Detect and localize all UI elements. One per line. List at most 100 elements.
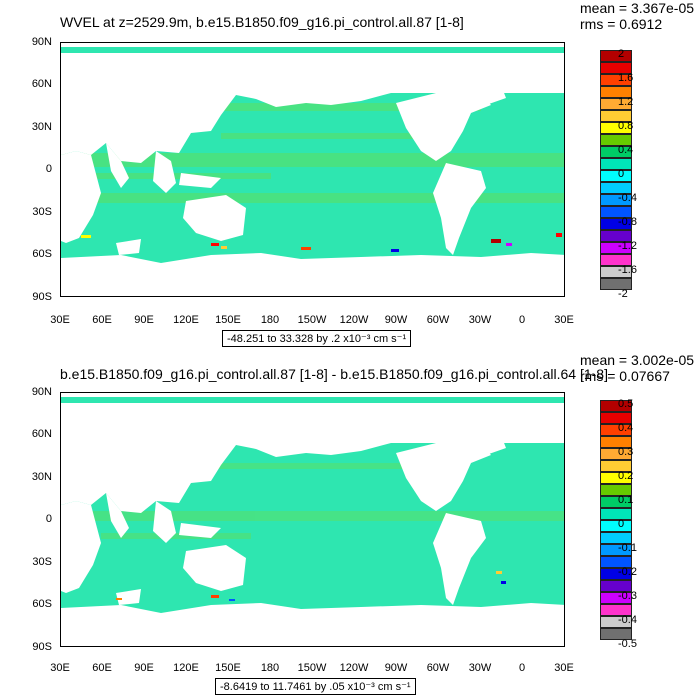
lon-label: 30E bbox=[554, 314, 574, 326]
lon-label: 60W bbox=[426, 662, 450, 674]
colorbar-swatch bbox=[600, 592, 632, 604]
panel-title: b.e15.B1850.f09_g16.pi_control.all.87 [1… bbox=[60, 366, 608, 382]
colorbar-label: -0.8 bbox=[618, 216, 637, 228]
colorbar-label: -0.1 bbox=[618, 542, 637, 554]
lat-label: 0 bbox=[45, 163, 52, 175]
colorbar-label: 0.4 bbox=[618, 422, 634, 434]
colorbar-label: 0.1 bbox=[618, 494, 634, 506]
colorbar-swatch bbox=[600, 98, 632, 110]
mean-text: mean = 3.002e-05 bbox=[580, 352, 695, 368]
lon-label: 0 bbox=[518, 662, 526, 674]
ocean-field bbox=[61, 393, 564, 646]
lon-label: 60E bbox=[92, 662, 112, 674]
lon-label: 90W bbox=[384, 662, 408, 674]
colorbar-label: -0.3 bbox=[618, 590, 637, 602]
lon-label: 30E bbox=[554, 662, 574, 674]
colorbar-swatch bbox=[600, 254, 632, 266]
colorbar-label: 0.4 bbox=[618, 144, 634, 156]
panel-title: WVEL at z=2529.9m, b.e15.B1850.f09_g16.p… bbox=[60, 14, 464, 30]
colorbar-swatch bbox=[600, 628, 632, 640]
colorbar-swatch bbox=[600, 424, 632, 436]
colorbar-swatch bbox=[600, 242, 632, 254]
lon-label: 150W bbox=[297, 314, 327, 326]
colorbar-label: -1.2 bbox=[618, 240, 637, 252]
lon-label: 150E bbox=[215, 662, 241, 674]
lon-label: 120W bbox=[339, 314, 369, 326]
colorbar-swatch bbox=[600, 170, 632, 182]
coastal-extremes bbox=[81, 233, 562, 252]
colorbar-swatch bbox=[600, 436, 632, 448]
colorbar-swatch bbox=[600, 50, 632, 62]
colorbar-swatch bbox=[600, 182, 632, 194]
colorbar-swatch bbox=[600, 544, 632, 556]
lon-label: 60W bbox=[426, 314, 450, 326]
colorbar-swatch bbox=[600, 194, 632, 206]
lat-label: 60N bbox=[31, 428, 52, 440]
lon-label: 120E bbox=[173, 662, 199, 674]
colorbar-swatch bbox=[600, 218, 632, 230]
colorbar-swatch bbox=[600, 74, 632, 86]
map-plot bbox=[60, 42, 565, 297]
lon-label: 90E bbox=[134, 314, 154, 326]
rms-text: rms = 0.07667 bbox=[580, 368, 670, 384]
colorbar-swatch bbox=[600, 62, 632, 74]
colorbar-label: -2 bbox=[618, 288, 628, 300]
colorbar bbox=[600, 50, 632, 290]
colorbar-swatch bbox=[600, 568, 632, 580]
panel-top: WVEL at z=2529.9m, b.e15.B1850.f09_g16.p… bbox=[31, 0, 695, 347]
lat-label: 0 bbox=[45, 513, 52, 525]
lon-label: 90W bbox=[384, 314, 408, 326]
lon-label: 90E bbox=[134, 662, 154, 674]
colorbar-swatch bbox=[600, 616, 632, 628]
colorbar-label: 2 bbox=[618, 48, 625, 60]
colorbar-label: 0 bbox=[618, 168, 625, 180]
field-texture bbox=[61, 463, 564, 539]
colorbar-label: 0 bbox=[618, 518, 625, 530]
lon-label: 30E bbox=[50, 314, 70, 326]
colorbar-swatch bbox=[600, 122, 632, 134]
colorbar-label: 0.5 bbox=[618, 398, 634, 410]
lat-label: 30N bbox=[31, 471, 52, 483]
colorbar-label: 0.2 bbox=[618, 470, 634, 482]
colorbar-swatch bbox=[600, 508, 632, 520]
colorbar-swatch bbox=[600, 230, 632, 242]
colorbar-label: -0.5 bbox=[618, 638, 637, 650]
coastal-extremes bbox=[116, 571, 506, 601]
lon-label: 150E bbox=[215, 314, 241, 326]
lon-label: 120W bbox=[339, 662, 369, 674]
colorbar-swatch bbox=[600, 412, 632, 424]
colorbar-swatch bbox=[600, 604, 632, 616]
colorbar-swatch bbox=[600, 206, 632, 218]
colorbar-swatch bbox=[600, 266, 632, 278]
lon-label: 180 bbox=[260, 314, 280, 326]
colorbar-label: 1.2 bbox=[618, 96, 634, 108]
lat-label: 90N bbox=[31, 36, 52, 48]
colorbar-swatch bbox=[600, 134, 632, 146]
colorbar-label: 0.3 bbox=[618, 446, 634, 458]
range-label: -8.6419 to 11.7461 by .05 x10⁻³ cm s⁻¹ bbox=[215, 678, 416, 695]
range-label: -48.251 to 33.328 by .2 x10⁻³ cm s⁻¹ bbox=[222, 330, 412, 347]
colorbar-swatch bbox=[600, 532, 632, 544]
lon-label: 180 bbox=[260, 662, 280, 674]
colorbar-swatch bbox=[600, 484, 632, 496]
lat-label: 60S bbox=[32, 598, 52, 610]
colorbar-label: 1.6 bbox=[618, 72, 634, 84]
lat-label: 60N bbox=[31, 78, 52, 90]
lat-label: 60S bbox=[32, 248, 52, 260]
colorbar bbox=[600, 400, 632, 640]
panel-bottom: b.e15.B1850.f09_g16.pi_control.all.87 [1… bbox=[0, 350, 700, 700]
rms-text: rms = 0.6912 bbox=[580, 16, 663, 32]
colorbar-swatch bbox=[600, 448, 632, 460]
land-mask bbox=[61, 393, 564, 646]
lon-label: 0 bbox=[518, 314, 526, 326]
colorbar-swatch bbox=[600, 400, 632, 412]
mean-text: mean = 3.367e-05 bbox=[580, 0, 695, 16]
colorbar-label: -0.2 bbox=[618, 566, 637, 578]
lon-label: 30W bbox=[468, 314, 492, 326]
lat-label: 90N bbox=[31, 386, 52, 398]
colorbar-swatch bbox=[600, 110, 632, 122]
lat-label: 90S bbox=[32, 641, 52, 653]
colorbar-swatch bbox=[600, 472, 632, 484]
colorbar-swatch bbox=[600, 158, 632, 170]
lon-label: 120E bbox=[173, 314, 199, 326]
